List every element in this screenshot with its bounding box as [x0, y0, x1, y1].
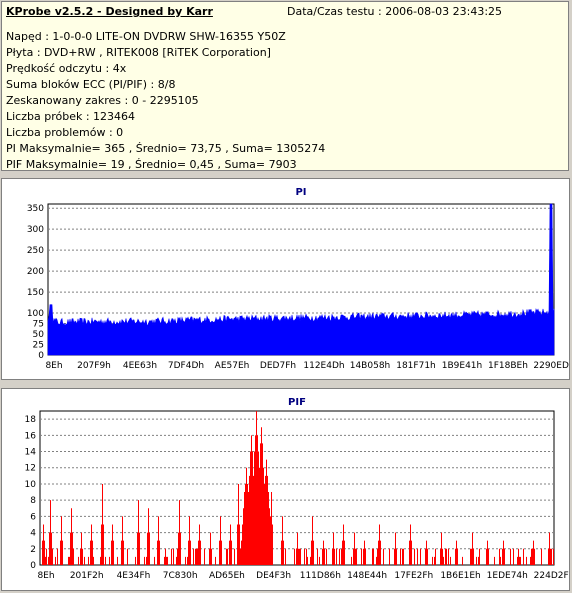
pi-series-area [47, 203, 555, 356]
y-tick-label: 6 [30, 512, 36, 522]
y-tick-label: 2 [30, 545, 36, 555]
y-tick-label: 150 [27, 288, 44, 298]
y-tick-label: 25 [33, 341, 44, 351]
x-tick-label: 224D2Fh [534, 571, 569, 581]
y-tick-label: 8 [30, 496, 36, 506]
pi-summary: PI Maksymalnie= 365 , Średnio= 73,75 , S… [6, 142, 326, 155]
x-tick-label: 17FE2Fh [394, 571, 433, 581]
x-tick-label: AE57Eh [215, 361, 250, 371]
x-tick-label: 111D86h [300, 571, 341, 581]
y-tick-label: 0 [38, 351, 44, 361]
x-tick-label: 8Eh [45, 361, 62, 371]
chart-title: PI [295, 187, 306, 198]
y-tick-label: 4 [30, 529, 36, 539]
test-date: Data/Czas testu : 2006-08-03 23:43:25 [287, 5, 503, 18]
app-title: KProbe v2.5.2 - Designed by Karr [6, 5, 213, 18]
y-tick-label: 50 [33, 330, 45, 340]
disc-info: Płyta : DVD+RW , RITEK008 [RiTEK Corpora… [6, 46, 271, 59]
x-tick-label: 7C830h [163, 571, 198, 581]
y-tick-label: 10 [25, 480, 37, 490]
x-tick-label: 7DF4Dh [168, 361, 204, 371]
pif-chart: PIF 0 2 4 6 8 10 12 14 16 18 8Eh 201F2h 4E34Fh 7C830h A… [25, 397, 572, 581]
y-tick-label: 350 [27, 204, 44, 214]
x-tick-label: 4EE63h [123, 361, 157, 371]
y-tick-label: 75 [33, 320, 44, 330]
ecc-blocks: Suma bloków ECC (PI/PIF) : 8/8 [6, 78, 176, 91]
x-tick-label: 181F71h [396, 361, 436, 371]
x-tick-label: 1F18BEh [488, 361, 528, 371]
x-tick-label: 8Eh [37, 571, 54, 581]
pif-summary: PIF Maksymalnie= 19 , Średnio= 0,45 , Su… [6, 158, 297, 171]
x-tick-label: 1B6E1Eh [440, 571, 480, 581]
info-panel: KProbe v2.5.2 - Designed by Karr Data/Cz… [1, 1, 569, 171]
y-tick-label: 300 [27, 225, 44, 235]
pi-chart-panel: PI 0 25 50 75 100 150 200 250 300 350 8Eh 207F9h 4EE6… [1, 178, 572, 380]
pif-chart-panel: PIF 0 2 4 6 8 10 12 14 16 18 8Eh 201F2h 4E34Fh 7C830h A… [1, 388, 572, 591]
x-tick-label: AD65Eh [209, 571, 245, 581]
y-tick-label: 200 [27, 267, 44, 277]
x-tick-label: DE4F3h [256, 571, 291, 581]
y-tick-label: 18 [25, 415, 37, 425]
y-tick-label: 250 [27, 246, 44, 256]
y-tick-label: 14 [25, 448, 37, 458]
chart-title: PIF [288, 397, 306, 408]
problem-count: Liczba problemów : 0 [6, 126, 124, 139]
drive-info: Napęd : 1-0-0-0 LITE-ON DVDRW SHW-16355 … [6, 30, 286, 43]
x-tick-label: 112E4Dh [303, 361, 344, 371]
y-tick-label: 12 [25, 464, 36, 474]
read-speed: Prędkość odczytu : 4x [6, 62, 127, 75]
x-tick-label: 1EDE74h [487, 571, 528, 581]
x-tick-label: 201F2h [70, 571, 104, 581]
y-tick-label: 16 [25, 431, 37, 441]
sample-count: Liczba próbek : 123464 [6, 110, 136, 123]
x-tick-label: 2290EDh [533, 361, 569, 371]
x-tick-label: 207F9h [77, 361, 111, 371]
y-tick-label: 0 [30, 561, 36, 571]
x-tick-label: 4E34Fh [117, 571, 151, 581]
x-tick-label: 14B058h [350, 361, 391, 371]
y-tick-label: 100 [27, 309, 44, 319]
scanned-range: Zeskanowany zakres : 0 - 2295105 [6, 94, 199, 107]
x-tick-label: 1B9E41h [442, 361, 482, 371]
x-tick-label: 148E44h [347, 571, 387, 581]
x-tick-label: DED7Fh [260, 361, 296, 371]
